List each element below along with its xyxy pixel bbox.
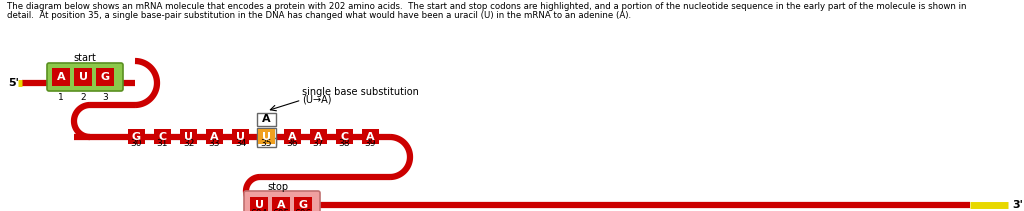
Text: 3': 3': [1012, 200, 1023, 210]
Text: 34: 34: [234, 138, 246, 147]
Text: 30: 30: [131, 138, 142, 147]
FancyBboxPatch shape: [96, 68, 114, 86]
Text: The diagram below shows an mRNA molecule that encodes a protein with 202 amino a: The diagram below shows an mRNA molecule…: [7, 2, 967, 11]
FancyBboxPatch shape: [47, 63, 123, 91]
FancyBboxPatch shape: [257, 128, 276, 145]
Text: A: A: [367, 131, 375, 142]
FancyBboxPatch shape: [128, 129, 145, 144]
Text: start: start: [74, 53, 96, 63]
Text: 36: 36: [287, 138, 298, 147]
Text: 2: 2: [80, 93, 86, 102]
Text: 605: 605: [272, 208, 290, 211]
Text: 33: 33: [209, 138, 220, 147]
FancyBboxPatch shape: [272, 197, 290, 211]
Text: U: U: [236, 131, 245, 142]
Text: 39: 39: [365, 138, 376, 147]
Text: 606: 606: [294, 208, 311, 211]
Text: 604: 604: [251, 208, 267, 211]
Text: G: G: [298, 199, 307, 210]
Text: A: A: [288, 131, 297, 142]
Text: U: U: [262, 131, 271, 142]
Text: 35: 35: [261, 138, 272, 147]
FancyBboxPatch shape: [206, 129, 223, 144]
FancyBboxPatch shape: [244, 191, 319, 211]
Text: A: A: [314, 131, 323, 142]
Text: 32: 32: [183, 138, 195, 147]
Text: 3: 3: [102, 93, 108, 102]
Text: A: A: [210, 131, 219, 142]
FancyBboxPatch shape: [257, 113, 276, 126]
Text: 1: 1: [58, 93, 63, 102]
FancyBboxPatch shape: [232, 129, 249, 144]
Text: detail.  At position 35, a single base-pair substitution in the DNA has changed : detail. At position 35, a single base-pa…: [7, 11, 631, 20]
FancyBboxPatch shape: [310, 129, 327, 144]
FancyBboxPatch shape: [74, 68, 92, 86]
Text: stop: stop: [267, 182, 289, 192]
Text: U: U: [184, 131, 193, 142]
FancyBboxPatch shape: [257, 138, 276, 147]
Text: G: G: [100, 72, 110, 82]
FancyBboxPatch shape: [154, 129, 171, 144]
FancyBboxPatch shape: [362, 129, 379, 144]
Text: G: G: [132, 131, 141, 142]
Text: U: U: [79, 72, 87, 82]
Text: C: C: [340, 131, 348, 142]
FancyBboxPatch shape: [258, 129, 275, 144]
Text: (U→A): (U→A): [302, 95, 332, 105]
FancyBboxPatch shape: [336, 129, 353, 144]
FancyBboxPatch shape: [250, 197, 268, 211]
Text: A: A: [276, 199, 286, 210]
FancyBboxPatch shape: [284, 129, 301, 144]
Text: A: A: [56, 72, 66, 82]
Text: 31: 31: [157, 138, 168, 147]
FancyBboxPatch shape: [180, 129, 197, 144]
FancyBboxPatch shape: [52, 68, 70, 86]
Text: 38: 38: [339, 138, 350, 147]
Text: 37: 37: [312, 138, 325, 147]
FancyBboxPatch shape: [294, 197, 312, 211]
Text: single base substitution: single base substitution: [302, 87, 420, 97]
Text: U: U: [255, 199, 263, 210]
Text: 5': 5': [8, 78, 18, 88]
Text: C: C: [159, 131, 167, 142]
Text: A: A: [262, 114, 270, 124]
